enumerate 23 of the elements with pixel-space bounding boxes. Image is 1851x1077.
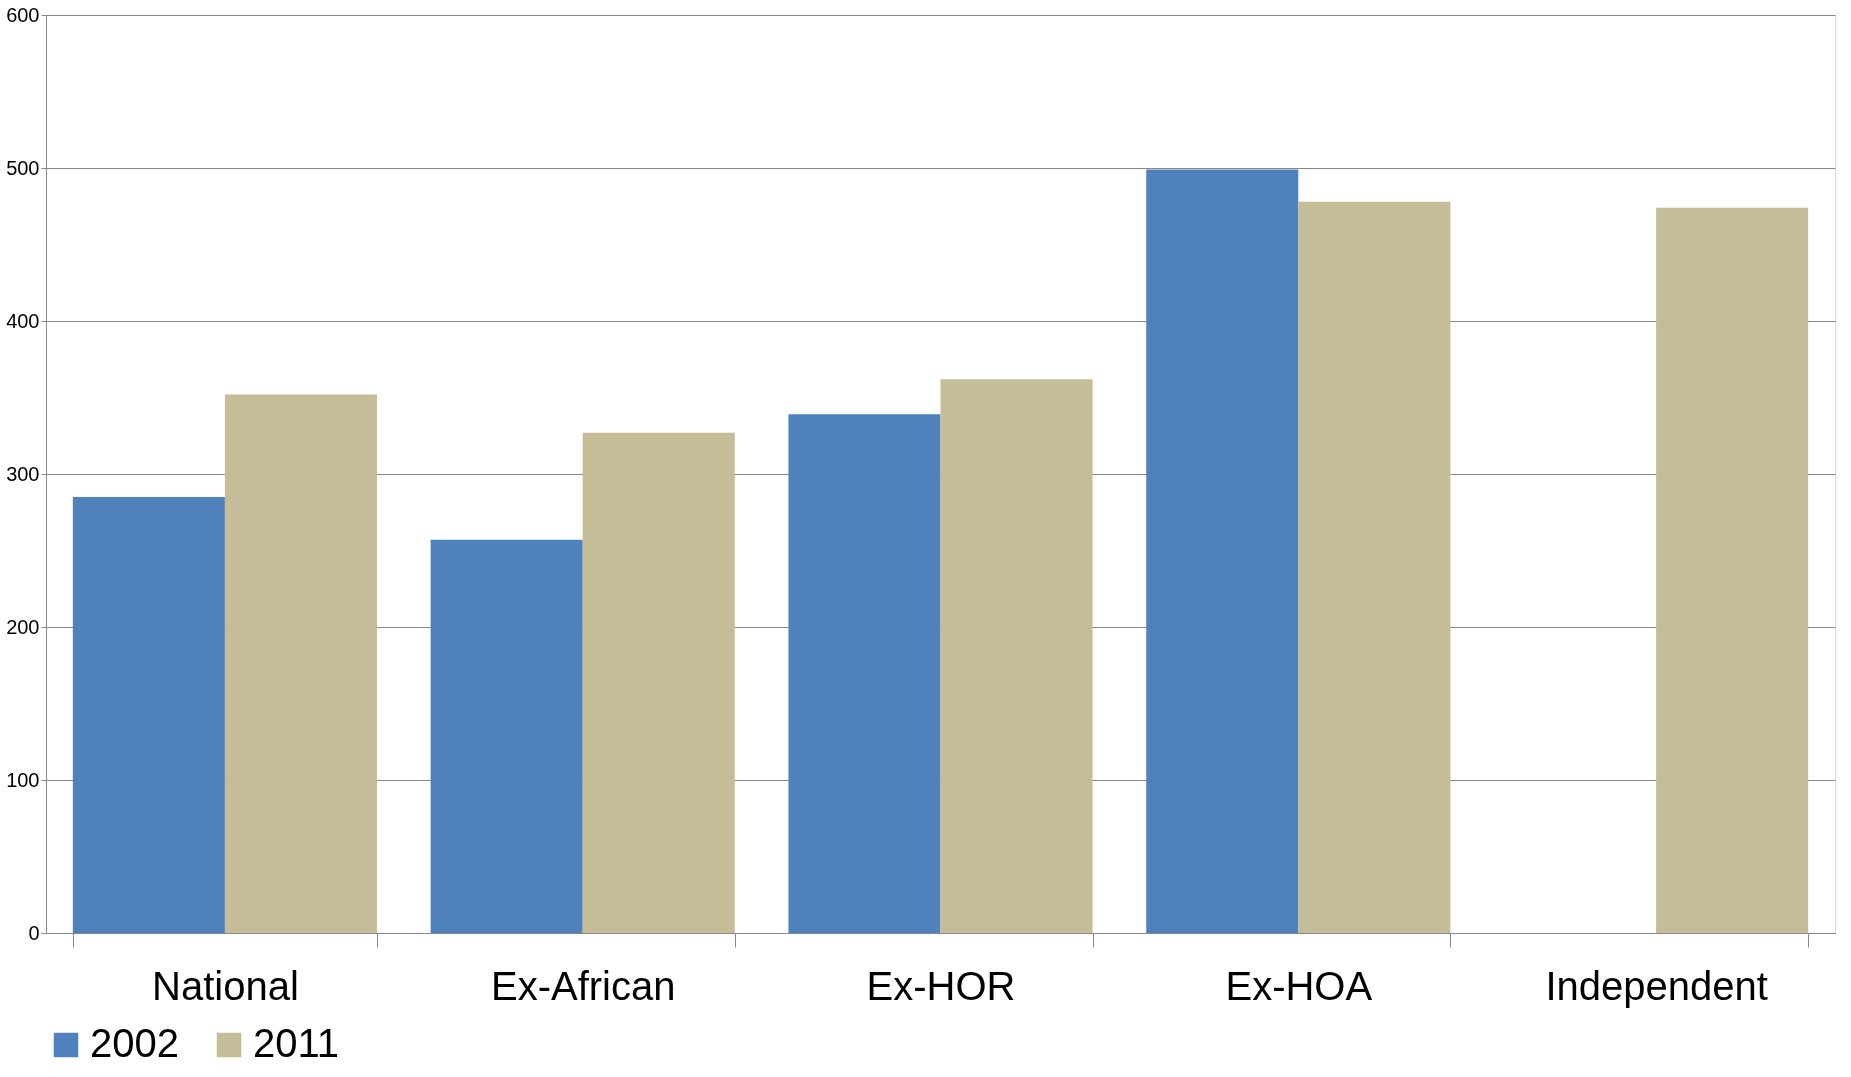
bar (224, 394, 377, 933)
bar (582, 432, 735, 933)
legend-label: 2011 (253, 1021, 340, 1065)
bar (1656, 207, 1809, 933)
y-tick-label: 500 (6, 156, 40, 179)
x-tick-label: National (152, 963, 299, 1008)
bar (1146, 169, 1299, 933)
bar (430, 539, 583, 933)
x-tick-label: Ex-HOR (866, 963, 1016, 1008)
y-tick-label: 100 (6, 768, 40, 791)
y-tick-label: 0 (28, 921, 40, 944)
legend-label: 2002 (90, 1021, 179, 1065)
y-tick-label: 300 (6, 462, 40, 485)
bar (1298, 201, 1451, 933)
y-tick-label: 600 (6, 3, 40, 26)
bar (72, 496, 225, 933)
bar (940, 379, 1093, 933)
x-tick-label: Ex-African (490, 963, 676, 1008)
x-tick-label: Ex-HOA (1225, 963, 1373, 1008)
x-tick-label: Independent (1545, 963, 1768, 1008)
y-tick-label: 200 (6, 615, 40, 638)
bar (788, 414, 941, 933)
y-tick-label: 400 (6, 309, 40, 332)
